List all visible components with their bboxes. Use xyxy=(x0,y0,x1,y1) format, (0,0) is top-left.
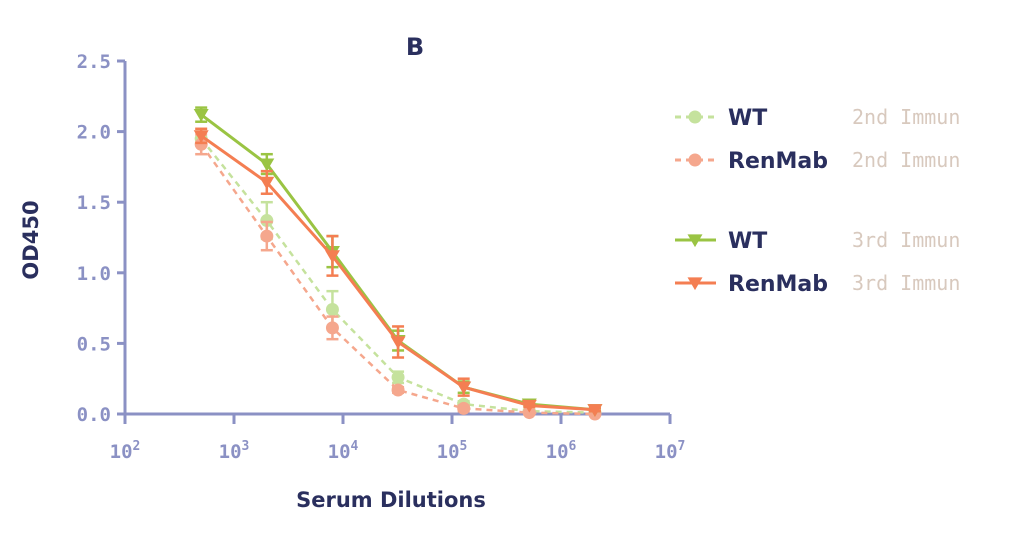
data-point xyxy=(391,370,405,384)
data-point xyxy=(325,321,339,335)
data-point xyxy=(260,214,274,228)
plot-area xyxy=(193,106,603,421)
legend-marker xyxy=(687,277,703,291)
legend-immunization: 3rd Immun xyxy=(852,228,960,252)
x-axis-title: Serum Dilutions xyxy=(296,488,486,512)
x-tick-base: 10 xyxy=(546,441,569,463)
x-tick-exponent: 3 xyxy=(242,439,250,454)
legend-name: WT xyxy=(728,229,767,254)
x-tick-exponent: 5 xyxy=(460,439,468,454)
series-3 xyxy=(193,127,603,417)
data-point xyxy=(259,176,275,190)
data-point xyxy=(456,381,472,395)
data-point xyxy=(391,383,405,397)
y-tick-label: 0.0 xyxy=(77,404,111,426)
y-tick-label: 2.5 xyxy=(77,51,111,73)
y-tick-label: 2.0 xyxy=(77,122,111,144)
chart-title: B xyxy=(406,33,424,61)
legend-entry-0: WT 2nd Immun xyxy=(675,105,960,131)
data-point xyxy=(325,303,339,317)
data-point xyxy=(259,158,275,172)
legend-immunization: 2nd Immun xyxy=(852,105,960,129)
legend-name: RenMab xyxy=(728,149,828,174)
data-point xyxy=(587,404,603,417)
x-tick-exponent: 7 xyxy=(678,439,686,454)
legend-entry-3: RenMab 3rd Immun xyxy=(675,271,960,297)
x-tick-label: 103 xyxy=(219,439,250,463)
x-tick-exponent: 4 xyxy=(351,439,359,454)
legend-name: RenMab xyxy=(728,272,828,297)
legend-marker xyxy=(688,110,702,124)
legend-marker xyxy=(688,153,702,167)
y-tick-label: 0.5 xyxy=(77,333,111,355)
x-tick-base: 10 xyxy=(328,441,351,463)
legend-entry-1: RenMab 2nd Immun xyxy=(675,148,960,174)
data-point xyxy=(194,137,208,151)
x-tick-exponent: 6 xyxy=(569,439,577,454)
y-tick-label: 1.5 xyxy=(77,192,111,214)
x-tick-label: 104 xyxy=(328,439,359,463)
data-point xyxy=(457,401,471,415)
legend-name: WT xyxy=(728,106,767,131)
y-tick-label: 1.0 xyxy=(77,263,111,285)
legend-immunization: 3rd Immun xyxy=(852,271,960,295)
x-tick-base: 10 xyxy=(437,441,460,463)
x-tick-base: 10 xyxy=(110,441,133,463)
data-point xyxy=(260,229,274,243)
data-point xyxy=(390,336,406,350)
x-tick-label: 106 xyxy=(546,439,577,463)
data-point xyxy=(324,250,340,263)
data-point xyxy=(193,130,209,143)
series-1 xyxy=(194,133,602,421)
x-tick-exponent: 2 xyxy=(133,439,141,454)
x-tick-base: 10 xyxy=(219,441,242,463)
data-point xyxy=(521,399,537,413)
data-point xyxy=(193,109,209,122)
x-tick-label: 105 xyxy=(437,439,468,463)
legend-marker xyxy=(687,234,703,248)
x-tick-label: 107 xyxy=(655,439,686,463)
y-axis-title: OD450 xyxy=(19,200,43,279)
legend-entry-2: WT 3rd Immun xyxy=(675,228,960,254)
x-tick-label: 102 xyxy=(110,439,141,463)
legend-immunization: 2nd Immun xyxy=(852,148,960,172)
x-tick-base: 10 xyxy=(655,441,678,463)
